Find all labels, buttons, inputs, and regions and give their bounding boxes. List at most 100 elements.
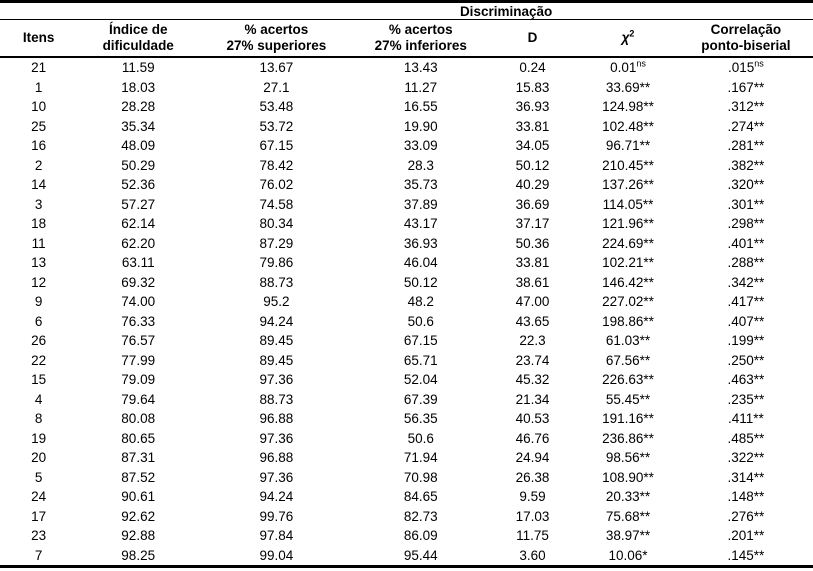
cell-correlacao: .148** [727,489,765,504]
cell-correlacao: .281** [727,138,765,153]
cell-chi-square: 67.56** [605,352,651,368]
cell-item: 14 [31,177,47,192]
cell-acertos-superiores: 13.67 [259,60,294,75]
cell-acertos-superiores: 88.73 [259,274,294,290]
cell-d: 34.05 [515,138,550,153]
table-row: 19 80.65 97.36 50.6 46.76 236.86** .485*… [0,429,813,449]
cell-acertos-inferiores: 71.94 [403,450,438,465]
cell-indice-dificuldade: 69.32 [121,274,156,290]
cell-d: 21.34 [515,391,550,407]
cell-item: 21 [31,60,47,75]
cell-indice-dificuldade: 74.00 [121,294,156,309]
cell-chi-square: 75.68** [605,508,651,524]
cell-acertos-inferiores: 33.09 [403,138,438,153]
cell-item: 20 [31,450,47,465]
table-row: 21 11.59 13.67 13.43 0.24 0.01ns .015ns [0,57,813,78]
cell-correlacao: .235** [727,391,765,407]
cell-acertos-superiores: 89.45 [259,352,294,368]
cell-acertos-inferiores: 52.04 [403,372,438,387]
col-header-d: D [487,19,578,58]
cell-acertos-inferiores: 48.2 [407,294,434,309]
cell-acertos-superiores: 99.04 [259,547,294,563]
cell-indice-dificuldade: 92.62 [121,508,156,524]
cell-item: 24 [31,489,47,504]
cell-correlacao: .274** [727,118,765,134]
cell-d: 26.38 [515,469,550,485]
cell-indice-dificuldade: 76.57 [121,333,156,348]
cell-indice-dificuldade: 62.20 [121,235,156,251]
cell-indice-dificuldade: 76.33 [121,313,156,329]
chi-exponent: 2 [629,28,635,39]
cell-acertos-inferiores: 19.90 [403,118,438,134]
cell-correlacao: .276** [727,508,765,524]
cell-item: 1 [34,79,43,95]
cell-acertos-superiores: 97.36 [259,372,294,387]
spanner-discriminacao: Discriminação [199,1,813,20]
cell-chi-square: 210.45** [602,157,654,173]
cell-item: 26 [31,333,47,348]
table-row: 7 98.25 99.04 95.44 3.60 10.06* .145** [0,546,813,567]
cell-d: 24.94 [515,450,550,465]
cell-acertos-superiores: 96.88 [259,411,294,426]
cell-acertos-inferiores: 50.12 [403,274,438,290]
cell-chi-square: 114.05** [602,196,654,212]
cell-correlacao: .015ns [728,58,764,75]
cell-acertos-superiores: 67.15 [259,138,294,153]
cell-acertos-inferiores: 13.43 [403,60,438,75]
cell-acertos-superiores: 76.02 [259,177,294,192]
cell-acertos-superiores: 95.2 [263,294,290,309]
cell-indice-dificuldade: 63.11 [121,255,155,270]
cell-correlacao: .250** [727,352,765,368]
cell-chi-square: 137.26** [602,177,654,192]
cell-acertos-inferiores: 95.44 [403,547,438,563]
col-header-indice-dificuldade: Índice de dificuldade [77,19,200,58]
cell-acertos-superiores: 78.42 [259,157,294,173]
table-row: 10 28.28 53.48 16.55 36.93 124.98** .312… [0,97,813,117]
cell-item: 7 [34,547,43,563]
cell-d: 50.36 [515,235,550,251]
cell-chi-square: 227.02** [602,294,654,309]
cell-acertos-superiores: 97.84 [259,528,294,543]
table-row: 14 52.36 76.02 35.73 40.29 137.26** .320… [0,175,813,195]
cell-indice-dificuldade: 92.88 [121,528,156,543]
cell-chi-square: 38.97** [605,528,651,543]
cell-correlacao: .322** [727,450,765,465]
cell-d: 33.81 [515,118,550,134]
cell-d: 17.03 [515,508,550,524]
cell-acertos-inferiores: 36.93 [403,235,438,251]
cell-chi-square: 61.03** [605,333,651,348]
cell-item: 25 [31,118,47,134]
cell-acertos-superiores: 94.24 [259,313,294,329]
cell-acertos-inferiores: 46.04 [403,255,438,270]
table-row: 9 74.00 95.2 48.2 47.00 227.02** .417** [0,292,813,312]
cell-d: 40.29 [515,177,550,192]
cell-acertos-superiores: 96.88 [259,450,294,465]
table-row: 8 80.08 96.88 56.35 40.53 191.16** .411*… [0,409,813,429]
cell-correlacao: .199** [727,333,765,348]
cell-d: 45.32 [515,372,550,387]
cell-item: 8 [34,411,43,426]
cell-item: 19 [31,430,47,446]
cell-indice-dificuldade: 48.09 [121,138,156,153]
cell-acertos-superiores: 97.36 [259,430,294,446]
cell-correlacao: .411** [728,411,764,426]
cell-chi-square: 124.98** [602,99,654,114]
cell-d: 15.83 [515,79,550,95]
cell-correlacao: .401** [727,235,765,251]
cell-item: 18 [31,216,47,231]
cell-acertos-inferiores: 56.35 [403,411,438,426]
cell-acertos-inferiores: 67.39 [403,391,438,407]
cell-item: 2 [34,157,43,173]
cell-acertos-inferiores: 84.65 [403,489,438,504]
col-header-correlacao: Correlação ponto-biserial [678,19,813,58]
chi-symbol: χ [621,30,630,45]
cell-correlacao: .382** [727,157,765,173]
cell-indice-dificuldade: 98.25 [121,547,156,563]
cell-d: 11.75 [516,528,549,543]
cell-d: 38.61 [515,274,550,290]
table-row: 17 92.62 99.76 82.73 17.03 75.68** .276*… [0,507,813,527]
cell-item: 17 [31,508,47,524]
table-row: 26 76.57 89.45 67.15 22.3 61.03** .199** [0,331,813,351]
cell-d: 36.93 [515,99,550,114]
cell-d: 0.24 [519,60,546,75]
